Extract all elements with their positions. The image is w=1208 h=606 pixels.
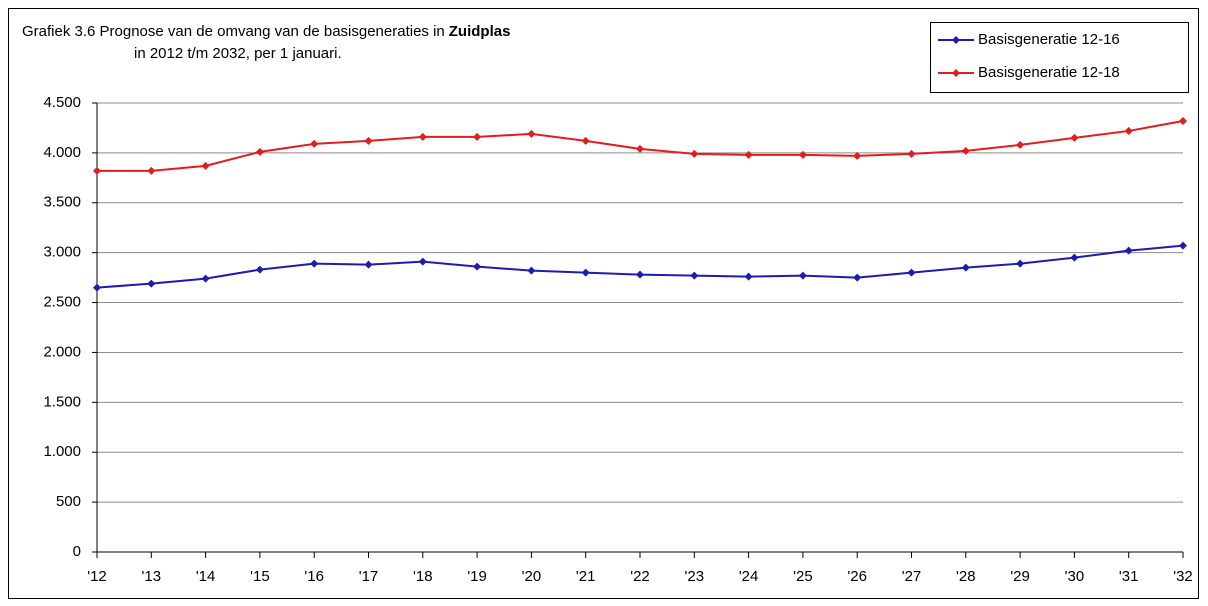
data-point (255, 147, 264, 156)
y-tick-label: 2.000 (43, 343, 81, 360)
y-tick-label: 4.000 (43, 144, 81, 161)
data-point (147, 279, 156, 288)
data-point (364, 136, 373, 145)
y-tick-label: 3.000 (43, 244, 81, 261)
x-tick-label: '16 (304, 568, 324, 585)
x-tick-label: '23 (685, 568, 705, 585)
data-point (310, 139, 319, 148)
data-point (907, 149, 916, 158)
x-tick-label: '27 (902, 568, 922, 585)
data-point (93, 283, 101, 292)
x-tick-label: '17 (359, 568, 379, 585)
x-tick-label: '30 (1065, 568, 1085, 585)
x-tick-label: '20 (522, 568, 542, 585)
x-tick-label: '28 (956, 568, 976, 585)
x-tick-label: '24 (739, 568, 759, 585)
data-point (798, 271, 807, 280)
x-tick-label: '31 (1119, 568, 1139, 585)
chart-subtitle: in 2012 t/m 2032, per 1 januari. (134, 45, 342, 62)
data-point (744, 272, 753, 281)
data-point (961, 146, 970, 155)
data-point (473, 262, 482, 271)
data-point (690, 271, 699, 280)
data-point (527, 129, 536, 138)
x-tick-label: '19 (467, 568, 487, 585)
data-point (255, 265, 264, 274)
data-point (581, 268, 590, 277)
data-point (1016, 259, 1025, 268)
data-point (581, 136, 590, 145)
y-tick-label: 1.500 (43, 393, 81, 410)
data-point (364, 260, 373, 269)
data-point (201, 161, 210, 170)
y-tick-label: 500 (56, 493, 81, 510)
data-point (744, 150, 753, 159)
x-tick-label: '18 (413, 568, 433, 585)
title-emphasis: Zuidplas (449, 23, 511, 40)
x-tick-label: '29 (1010, 568, 1030, 585)
y-tick-label: 3.500 (43, 194, 81, 211)
legend-label: Basisgeneratie 12-18 (978, 64, 1120, 81)
data-point (907, 268, 916, 277)
data-point (636, 270, 644, 279)
legend-label: Basisgeneratie 12-16 (978, 31, 1120, 48)
data-point (527, 266, 536, 275)
x-tick-label: '22 (630, 568, 650, 585)
y-tick-label: 1.000 (43, 443, 81, 460)
data-point (201, 274, 210, 283)
data-point (473, 132, 482, 141)
y-tick-label: 2.500 (43, 294, 81, 311)
data-point (1179, 241, 1187, 250)
data-point (961, 263, 970, 272)
data-point (1124, 246, 1133, 255)
x-tick-label: '32 (1173, 568, 1193, 585)
data-point (853, 273, 862, 282)
data-point (147, 166, 156, 175)
x-tick-label: '25 (793, 568, 813, 585)
data-point (636, 144, 644, 153)
y-tick-label: 4.500 (43, 94, 81, 111)
data-point (1070, 133, 1079, 142)
x-tick-label: '21 (576, 568, 596, 585)
data-point (853, 151, 862, 160)
legend-box (930, 22, 1189, 93)
chart-frame (8, 8, 1199, 599)
data-point (690, 149, 699, 158)
data-point (1016, 140, 1025, 149)
x-tick-label: '15 (250, 568, 270, 585)
data-point (1124, 126, 1133, 135)
x-tick-label: '13 (142, 568, 162, 585)
data-point (798, 150, 807, 159)
data-point (93, 166, 101, 175)
x-tick-label: '12 (87, 568, 107, 585)
data-point (418, 257, 427, 266)
legend-marker (952, 69, 960, 77)
legend-marker (952, 36, 960, 44)
data-point (1179, 116, 1187, 125)
x-tick-label: '14 (196, 568, 216, 585)
x-tick-label: '26 (847, 568, 867, 585)
title-text: Grafiek 3.6 Prognose van de omvang van d… (22, 23, 445, 40)
chart-title: Grafiek 3.6 Prognose van de omvang van d… (22, 23, 510, 40)
data-point (1070, 253, 1079, 262)
data-point (418, 132, 427, 141)
data-point (310, 259, 319, 268)
y-tick-label: 0 (73, 543, 81, 560)
